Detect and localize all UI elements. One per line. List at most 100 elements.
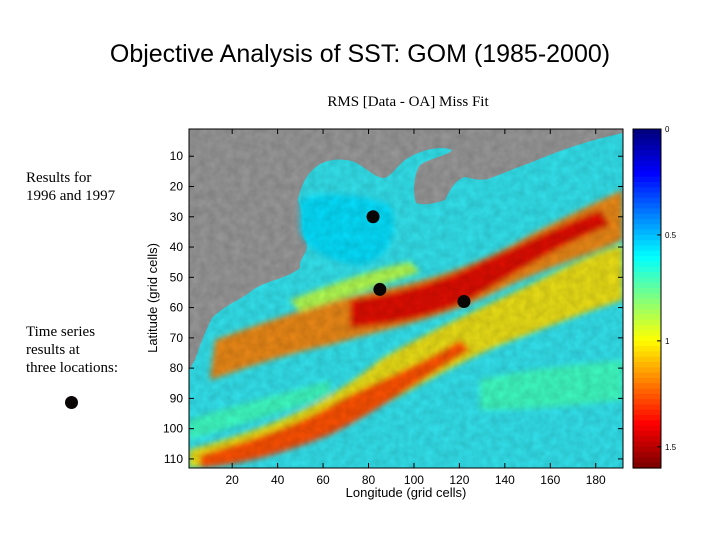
locations-note-line-1: Time series (26, 324, 96, 340)
colorbar-step (633, 415, 661, 421)
colorbar-step (633, 261, 661, 268)
y-tick-label: 110 (164, 452, 183, 466)
locations-note: Time series results at three locations: (26, 323, 118, 377)
colorbar-step (633, 181, 661, 188)
colorbar-step (633, 462, 661, 469)
colorbar-step (633, 372, 661, 379)
colorbar-step (633, 155, 661, 162)
x-tick-label: 80 (362, 473, 376, 487)
colorbar-step (633, 404, 661, 411)
colorbar-step (633, 298, 661, 305)
y-axis-label: Latitude (grid cells) (145, 243, 160, 353)
locations-note-line-2: results at (26, 342, 80, 358)
colorbar-step (633, 197, 661, 204)
locations-note-line-3: three locations: (26, 360, 119, 376)
colorbar-step (633, 160, 661, 167)
location-marker-2 (373, 282, 387, 296)
years-note-line-2: 1996 and 1997 (26, 188, 116, 204)
colorbar-step (633, 234, 661, 241)
colorbar-step (633, 203, 661, 210)
colorbar-step (633, 420, 661, 427)
plot-frame (188, 128, 624, 469)
colorbar-step (633, 346, 661, 353)
y-tick-label: 70 (170, 331, 184, 345)
colorbar-step (633, 272, 661, 278)
location-marker-1 (366, 210, 380, 224)
x-tick-label: 120 (449, 473, 469, 487)
colorbar-step (633, 245, 661, 252)
texture-noise (189, 129, 623, 468)
y-tick-label: 100 (163, 422, 183, 436)
y-tick-label: 80 (170, 361, 184, 375)
colorbar-step (633, 139, 661, 146)
years-note-line-1: Results for (26, 170, 92, 186)
x-tick-label: 60 (316, 473, 330, 487)
colorbar-step (633, 351, 661, 358)
colorbar-step (633, 393, 661, 400)
legend-marker-dot (65, 396, 78, 409)
years-note: Results for 1996 and 1997 (26, 169, 115, 205)
y-axis: 10 20 30 40 50 60 70 80 90 100 110 (163, 149, 623, 466)
y-tick-label: 10 (170, 149, 184, 163)
colorbar-step (633, 166, 661, 172)
y-tick-label: 50 (170, 270, 184, 284)
heatmap-area (189, 129, 623, 468)
y-tick-label: 30 (170, 210, 184, 224)
colorbar-step (633, 356, 661, 363)
colorbar-step (633, 187, 661, 194)
colorbar-step (633, 441, 661, 448)
x-tick-label: 180 (586, 473, 606, 487)
location-markers (366, 210, 471, 309)
colorbar-step (633, 383, 661, 390)
y-tick-label: 90 (170, 391, 184, 405)
colorbar-step (633, 409, 661, 416)
chart-title: RMS [Data - OA] Miss Fit (327, 94, 489, 110)
colorbar: 0 0.5 1 1.5 (632, 125, 677, 469)
colorbar-step (633, 319, 661, 326)
colorbar-step (633, 144, 661, 151)
colorbar-step (633, 377, 661, 384)
colorbar-step (633, 213, 661, 220)
x-tick-label: 100 (404, 473, 424, 487)
x-tick-label: 20 (225, 473, 239, 487)
colorbar-step (633, 266, 661, 273)
x-tick-label: 140 (495, 473, 515, 487)
x-tick-label: 40 (271, 473, 285, 487)
colorbar-step (633, 452, 661, 459)
colorbar-step (633, 229, 661, 236)
colorbar-step (633, 134, 661, 141)
y-tick-label: 20 (170, 180, 184, 194)
colorbar-step (633, 176, 661, 183)
x-tick-label: 160 (540, 473, 560, 487)
colorbar-step (633, 388, 661, 395)
y-tick-label: 60 (170, 301, 184, 315)
colorbar-step (633, 150, 661, 157)
colorbar-step (633, 425, 661, 432)
colorbar-step (633, 303, 661, 310)
colorbar-step (633, 219, 661, 225)
colorbar-tick-label: 0.5 (665, 231, 677, 240)
y-tick-label: 40 (170, 240, 184, 254)
colorbar-step (633, 293, 661, 300)
colorbar-step (633, 457, 661, 464)
colorbar-step (633, 192, 661, 199)
colorbar-step (633, 129, 661, 135)
location-marker-3 (457, 295, 471, 309)
colorbar-step (633, 362, 661, 368)
page-title: Objective Analysis of SST: GOM (1985-200… (109, 40, 611, 68)
colorbar-tick-label: 1 (665, 337, 670, 346)
colorbar-step (633, 282, 661, 289)
colorbar-step (633, 240, 661, 247)
colorbar-step (633, 277, 661, 284)
colorbar-frame (632, 128, 662, 469)
colorbar-tick-label: 1.5 (665, 443, 677, 452)
colorbar-step (633, 330, 661, 337)
colorbar-step (633, 430, 661, 437)
x-axis: 20 40 60 80 100 120 140 160 180 (225, 129, 606, 487)
colorbar-step (633, 208, 661, 215)
colorbar-step (633, 446, 661, 453)
colorbar-step (633, 224, 661, 231)
colorbar-step (633, 436, 661, 443)
colorbar-step (633, 256, 661, 263)
